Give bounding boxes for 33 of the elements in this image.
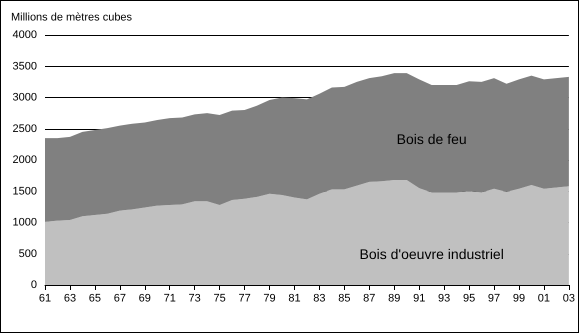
x-tick-label: 61	[38, 292, 52, 304]
y-tick-label: 2000	[12, 154, 37, 166]
x-tick-label: 99	[512, 292, 526, 304]
y-tick-label: 3000	[12, 92, 37, 104]
x-tick-label: 01	[538, 292, 550, 304]
x-tick-label: 65	[88, 292, 102, 304]
x-tick-label: 79	[263, 292, 276, 304]
x-tick-label: 81	[288, 292, 301, 304]
y-tick-label: 3500	[12, 60, 37, 72]
y-axis-title: Millions de mètres cubes	[11, 12, 133, 24]
x-tick-label: 63	[64, 292, 76, 304]
x-tick-label: 75	[214, 292, 226, 304]
x-tick-label: 77	[238, 292, 251, 304]
y-tick-label: 2500	[12, 122, 37, 135]
y-tick-label: 1500	[12, 185, 37, 198]
x-tick-label: 85	[338, 292, 350, 304]
x-tick-label: 91	[413, 292, 426, 304]
x-tick-label: 69	[138, 292, 151, 304]
x-tick-label: 73	[188, 292, 201, 304]
y-tick-label: 1000	[12, 216, 37, 228]
x-tick-label: 89	[388, 292, 400, 304]
x-tick-label: 97	[488, 292, 500, 304]
x-tick-label: 93	[438, 292, 450, 304]
series-label: Bois de feu	[396, 130, 467, 147]
y-tick-label: 4000	[12, 29, 37, 41]
y-tick-label: 0	[30, 279, 37, 291]
x-tick-label: 83	[313, 292, 326, 304]
x-tick-label: 71	[164, 292, 176, 304]
x-tick-label: 03	[562, 292, 576, 304]
x-tick-label: 67	[114, 292, 126, 304]
x-tick-label: 95	[462, 292, 476, 304]
x-tick-label: 87	[363, 292, 376, 304]
y-tick-label: 500	[18, 248, 37, 260]
